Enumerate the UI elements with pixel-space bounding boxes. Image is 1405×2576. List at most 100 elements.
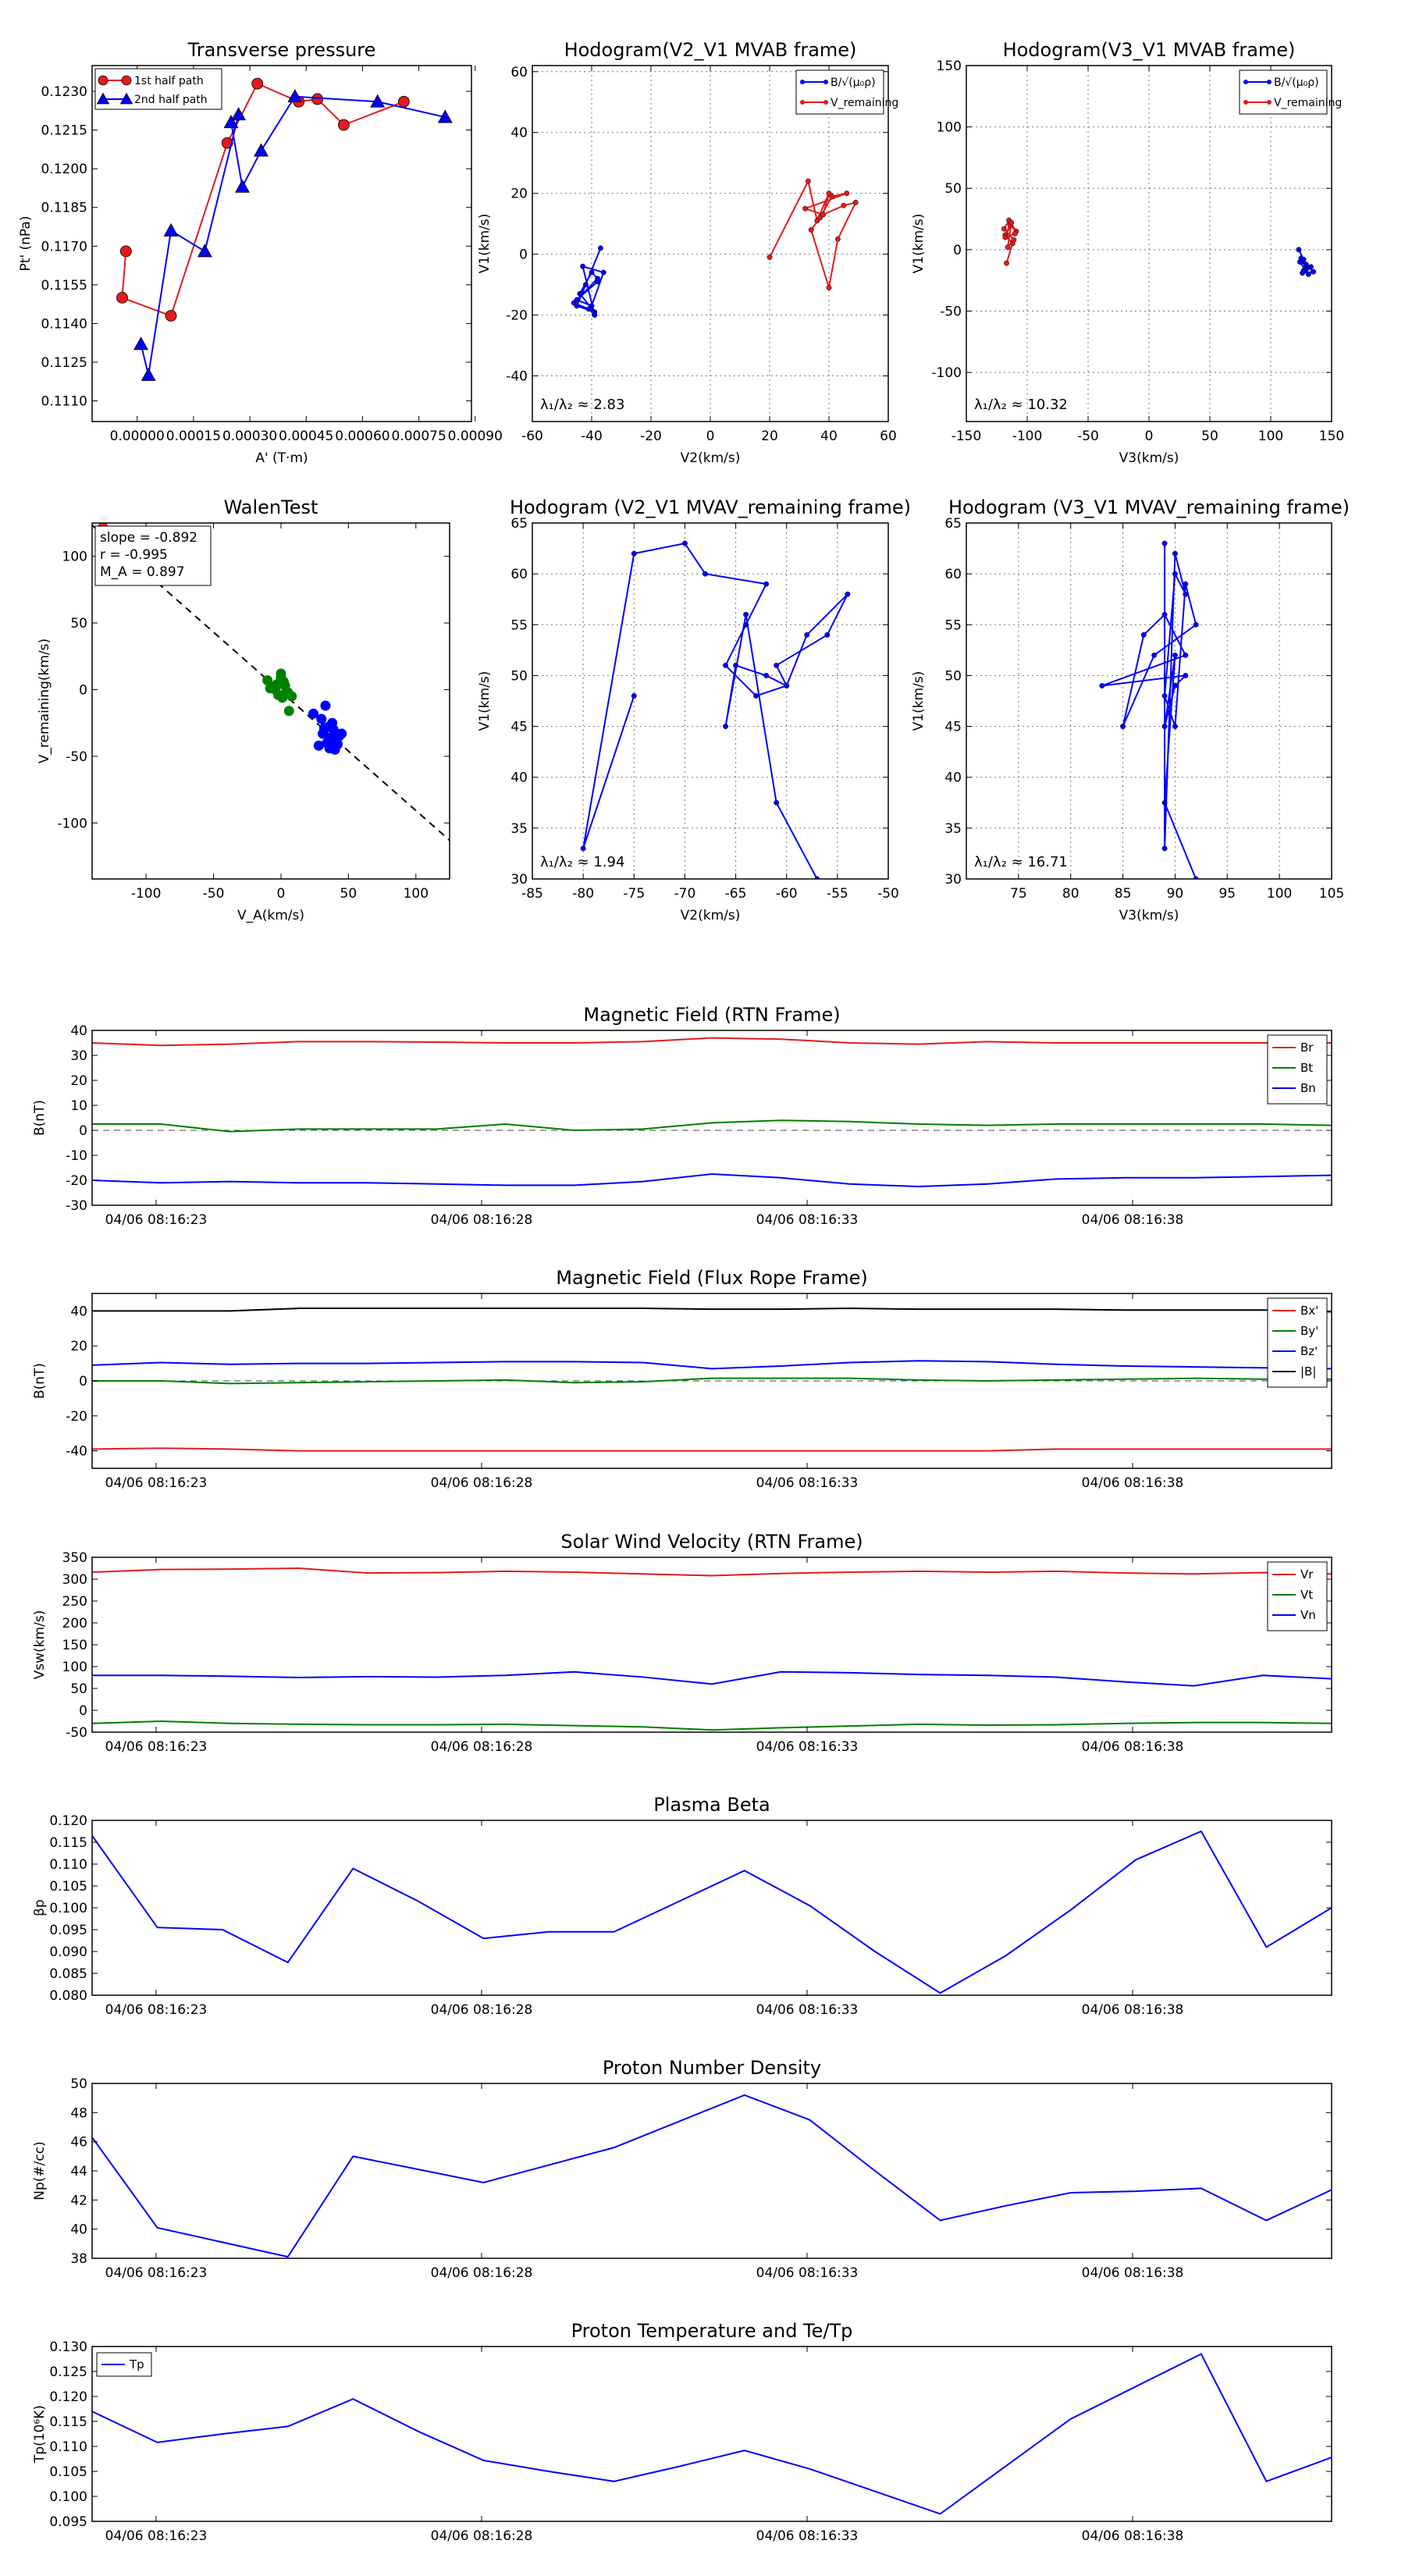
- data-point: [437, 109, 453, 123]
- plot-area: [92, 2094, 1332, 2258]
- data-point: [1183, 581, 1189, 587]
- data-point: [223, 115, 239, 129]
- y-tick-label: 100: [937, 120, 962, 136]
- series-line-bz: [92, 1360, 1332, 1370]
- legend-marker: [800, 100, 805, 105]
- data-point: [805, 178, 811, 184]
- data-point: [820, 212, 826, 218]
- x-tick-label: 80: [1062, 886, 1080, 902]
- x-tick-label: 04/06 08:16:38: [1082, 2002, 1184, 2018]
- data-point: [370, 94, 386, 108]
- data-point: [1193, 876, 1199, 879]
- y-tick-label: 0.1185: [41, 201, 87, 216]
- x-tick-label: 04/06 08:16:33: [756, 1475, 859, 1491]
- legend-label: Bn: [1300, 1081, 1316, 1095]
- x-tick-label: -60: [776, 886, 798, 902]
- data-point: [1183, 652, 1189, 658]
- data-point: [763, 581, 770, 587]
- y-tick-label: 150: [937, 59, 962, 74]
- legend-label: Vt: [1300, 1588, 1313, 1602]
- y-axis-label: V1(km/s): [911, 671, 927, 731]
- series-line-vr: [92, 1567, 1332, 1577]
- y-tick-label: 50: [944, 668, 962, 684]
- chart-hodogram-v3v1-mvab: -150 -100 -50 0 50 100 150 -100 -50 0 50 100 150 Hodo…: [911, 39, 1344, 466]
- x-tick-label: -50: [877, 886, 899, 902]
- data-point: [333, 739, 343, 750]
- chart-title: Hodogram(V2_V1 MVAB frame): [564, 39, 857, 61]
- x-tick-label: 105: [1319, 886, 1344, 902]
- data-point: [580, 263, 586, 269]
- y-tick-label: 44: [70, 2164, 87, 2179]
- chart-hodogram-v2v1-mvab: -60 -40 -20 0 20 40 60 -40 -20 0 20 40 60 Hodogram(V2…: [477, 39, 898, 466]
- series-line-beta: [92, 1830, 1332, 1994]
- chart-title: Solar Wind Velocity (RTN Frame): [560, 1531, 863, 1553]
- y-tick-label: 0: [79, 682, 87, 698]
- y-tick-label: 60: [944, 567, 962, 582]
- y-tick-label: 0.1170: [41, 239, 87, 254]
- chart-title: WalenTest: [224, 496, 318, 518]
- series-line-by: [92, 1377, 1332, 1385]
- legend-marker: [121, 75, 132, 86]
- plot-area: [92, 1830, 1332, 1994]
- data-point: [1005, 244, 1011, 251]
- plot-area: [580, 540, 851, 879]
- y-tick-label: 65: [510, 516, 528, 532]
- y-axis-label: Tp(10⁶K): [32, 2405, 48, 2464]
- chart-title: Magnetic Field (RTN Frame): [583, 1004, 840, 1026]
- data-point: [1002, 234, 1008, 240]
- legend-label: B/√(μ₀ρ): [831, 76, 876, 89]
- legend: B/√(μ₀ρ) V_remaining: [795, 69, 898, 115]
- legend-marker: [1267, 100, 1272, 105]
- chart-plasma-beta: 0.080 0.085 0.090 0.095 0.100 0.105 0.110 0.115…: [32, 1794, 1332, 2018]
- chart-title: Magnetic Field (Flux Rope Frame): [556, 1267, 867, 1289]
- x-axis-label: A' (T·m): [255, 450, 308, 466]
- x-tick-label: 40: [820, 429, 838, 444]
- y-axis-label: B(nT): [32, 1100, 48, 1136]
- data-point: [808, 227, 814, 233]
- data-point: [631, 550, 637, 557]
- y-tick-label: 30: [944, 872, 962, 888]
- x-tick-label: 04/06 08:16:33: [756, 1212, 859, 1228]
- data-point: [702, 571, 708, 577]
- legend-marker: [1243, 80, 1248, 84]
- data-point: [140, 367, 156, 381]
- data-point: [804, 632, 810, 638]
- data-point: [589, 303, 595, 309]
- data-point: [163, 222, 179, 237]
- data-point: [844, 190, 850, 197]
- x-tick-label: 04/06 08:16:23: [105, 1739, 208, 1755]
- fit-stat-label: slope = -0.892: [100, 530, 197, 546]
- data-point: [231, 107, 247, 121]
- plot-frame: [91, 1557, 1332, 1733]
- legend-label: Bt: [1300, 1061, 1313, 1075]
- data-point: [723, 662, 728, 668]
- y-tick-label: 0: [519, 247, 528, 263]
- y-axis-label: Pt' (nPa): [18, 216, 34, 272]
- data-point: [327, 717, 338, 728]
- x-tick-label: 100: [1258, 429, 1283, 444]
- data-point: [276, 672, 286, 683]
- series-line-vt: [92, 1720, 1332, 1731]
- plot-frame: [91, 1820, 1332, 1996]
- x-axis-label: V3(km/s): [1119, 908, 1179, 923]
- y-tick-label: 60: [510, 65, 528, 80]
- x-tick-label: -100: [1012, 429, 1043, 444]
- y-tick-label: 0.125: [49, 2364, 87, 2380]
- y-axis-label: Vsw(km/s): [32, 1610, 48, 1680]
- legend-label: V_remaining: [831, 97, 898, 109]
- x-tick-label: 0.00015: [166, 429, 221, 444]
- y-axis-label: V1(km/s): [477, 671, 493, 731]
- y-tick-label: 0.095: [49, 1923, 87, 1938]
- x-tick-label: 20: [761, 429, 778, 444]
- series-line-bx: [92, 1447, 1332, 1452]
- series-line-2nd-half-path: [140, 95, 446, 375]
- data-point: [814, 876, 820, 879]
- x-tick-label: -85: [521, 886, 543, 902]
- data-point: [1300, 268, 1307, 274]
- data-point: [582, 282, 589, 288]
- data-point: [577, 290, 583, 297]
- data-point: [743, 621, 749, 628]
- plot-area: [92, 2353, 1332, 2515]
- data-point: [774, 662, 780, 668]
